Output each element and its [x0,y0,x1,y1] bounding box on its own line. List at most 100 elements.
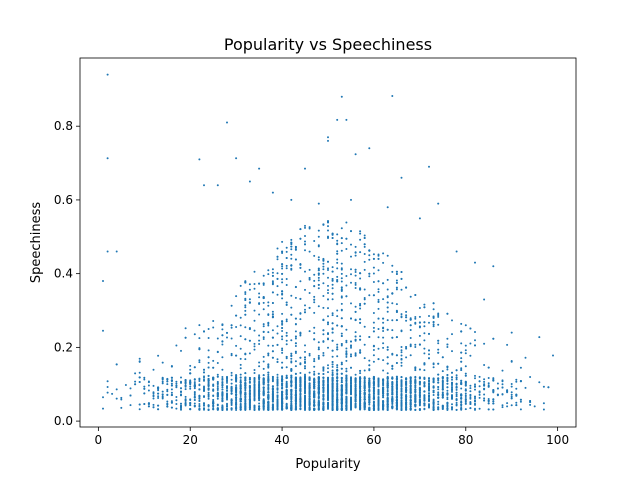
data-point [304,288,306,291]
data-point [203,378,205,381]
data-point [409,399,412,402]
data-point [285,246,288,249]
data-point [354,406,357,409]
data-point [368,377,371,380]
data-point [317,305,320,308]
data-point [377,328,380,330]
data-point [451,394,453,397]
data-point [460,404,463,407]
data-point [418,403,421,406]
data-point [157,392,160,395]
data-point [423,303,426,306]
data-point [198,404,201,407]
data-point [317,341,320,344]
data-point [143,387,146,390]
data-point [281,397,284,400]
data-point [405,319,408,322]
data-point [340,242,343,245]
data-point [216,375,219,378]
data-point [478,390,481,393]
data-point [258,393,261,396]
data-point [281,327,284,329]
data-point [304,380,306,383]
data-point [423,381,426,384]
data-point [138,357,141,360]
data-point [138,381,141,383]
data-point [299,407,302,410]
data-point [262,386,265,389]
data-point [322,259,325,262]
data-point [221,340,224,343]
data-point [285,284,288,286]
data-point [474,395,476,398]
data-point [226,385,228,388]
data-point [350,317,352,320]
data-point [451,408,453,411]
data-point [313,370,316,373]
data-point [354,400,357,403]
data-point [336,252,339,255]
data-point [138,376,141,379]
data-point [299,356,302,359]
data-point [363,268,366,271]
data-point [331,312,334,315]
data-point [464,384,467,387]
data-point [377,269,380,272]
data-point [235,406,238,409]
data-point [428,385,430,388]
data-point [322,393,325,396]
data-point [253,345,256,348]
data-point [308,382,311,385]
data-point [377,253,380,256]
data-point [308,408,311,411]
data-point [368,359,371,362]
data-point [253,394,256,397]
data-point [377,404,380,407]
data-point [267,384,270,387]
data-point [428,315,430,317]
data-point [350,344,352,347]
data-point [336,250,339,253]
data-point [455,401,458,404]
data-point [345,388,348,391]
data-point [395,390,398,393]
data-point [290,376,293,379]
data-point [432,394,435,396]
data-point [203,408,205,411]
data-point [377,347,380,350]
data-point [276,396,279,399]
data-point [304,403,306,406]
data-point [304,398,306,400]
data-point [322,409,325,411]
data-point [304,406,306,409]
data-point [161,397,164,400]
data-point [492,337,495,340]
data-point [428,389,430,392]
data-point [336,366,339,369]
data-point [161,395,164,398]
data-point [418,334,421,337]
data-point [244,392,247,394]
data-point [308,406,311,409]
data-point [304,235,306,237]
data-point [322,386,325,389]
data-point [299,228,302,231]
data-point [212,394,215,397]
data-point [340,317,343,320]
data-point [285,334,288,337]
data-point [193,366,196,369]
data-point [515,380,518,383]
data-point [336,403,339,406]
data-point [350,346,352,349]
data-point [405,316,408,319]
data-point [391,402,394,405]
data-point [244,353,247,356]
data-point [285,366,288,369]
data-point [492,390,495,393]
data-point [372,390,375,393]
data-point [276,247,279,250]
data-point [290,408,293,411]
data-point [244,306,247,309]
data-point [350,281,352,284]
data-point [244,398,247,401]
